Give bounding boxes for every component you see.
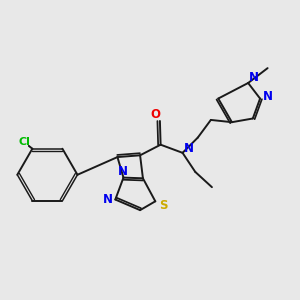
- Text: N: N: [263, 90, 273, 103]
- Text: N: N: [118, 165, 128, 178]
- Text: N: N: [184, 142, 194, 155]
- Text: Cl: Cl: [19, 137, 31, 147]
- Text: O: O: [151, 108, 161, 121]
- Text: N: N: [248, 71, 258, 84]
- Text: S: S: [159, 199, 167, 212]
- Text: N: N: [103, 193, 112, 206]
